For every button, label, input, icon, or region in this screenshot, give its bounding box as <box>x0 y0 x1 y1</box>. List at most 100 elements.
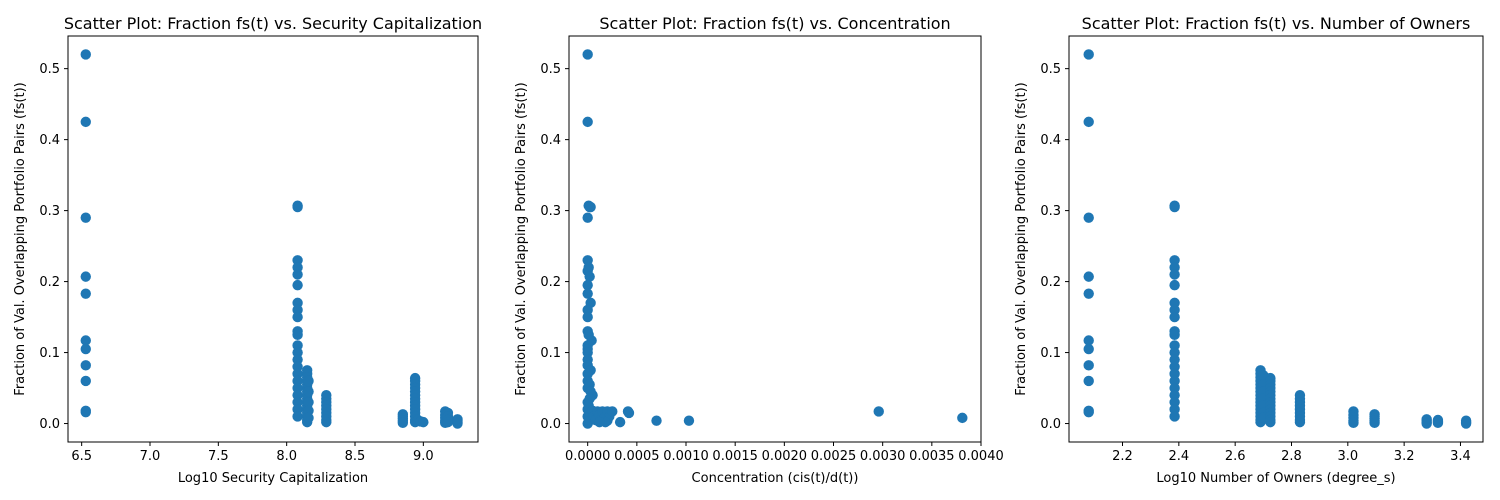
plot-frame <box>1068 35 1484 443</box>
y-tick-label: 0.4 <box>39 133 60 148</box>
data-point <box>594 416 605 428</box>
x-tick-label: 9.0 <box>413 449 434 464</box>
x-tick-label: 0.0030 <box>860 449 906 464</box>
plot-frame <box>67 35 479 443</box>
x-tick-label: 0.0005 <box>614 449 660 464</box>
x-tick-label: 0.0010 <box>663 449 709 464</box>
data-point <box>292 201 303 213</box>
y-tick-label: 0.0 <box>540 417 561 432</box>
x-tick-label: 0.0020 <box>762 449 808 464</box>
data-point <box>1421 418 1432 429</box>
data-point <box>80 288 91 299</box>
data-point <box>1432 417 1444 429</box>
x-tick-label: 3.0 <box>1337 449 1358 464</box>
scatter-panel-capitalization: Scatter Plot: Fraction fs(t) vs. Securit… <box>13 14 482 486</box>
plot-frame <box>568 35 982 443</box>
y-ticks: 0.0 0.1 0.2 0.3 0.4 0.5 <box>39 62 68 432</box>
data-point <box>303 412 314 424</box>
data-point <box>957 412 968 424</box>
y-tick-label: 0.5 <box>39 62 60 77</box>
data-point <box>80 343 91 355</box>
y-tick-label: 0.3 <box>39 204 60 219</box>
data-point <box>582 311 593 323</box>
x-tick-label: 2.8 <box>1281 449 1302 464</box>
data-point <box>1083 360 1094 371</box>
data-point <box>683 415 695 426</box>
data-point <box>582 116 593 128</box>
scatter-panel-owners: Scatter Plot: Fraction fs(t) vs. Number … <box>1014 14 1484 486</box>
y-tick-label: 0.4 <box>540 133 561 148</box>
x-tick-label: 2.6 <box>1225 449 1246 464</box>
data-point <box>607 406 618 417</box>
data-point <box>80 212 91 223</box>
x-tick-label: 7.5 <box>208 449 229 464</box>
data-point <box>80 271 91 282</box>
data-point <box>614 416 626 428</box>
data-points <box>582 49 968 429</box>
x-ticks: 6.5 7.0 7.5 8.0 8.5 9.0 <box>71 442 434 464</box>
data-point <box>582 279 593 291</box>
x-tick-label: 0.0025 <box>811 449 857 464</box>
x-ticks: 2.2 2.4 2.6 2.8 3.0 3.2 3.4 <box>1112 442 1471 464</box>
x-tick-label: 2.2 <box>1112 449 1133 464</box>
data-point <box>1083 406 1094 418</box>
y-tick-label: 0.2 <box>39 275 60 290</box>
data-point <box>442 416 454 428</box>
data-point <box>452 418 463 429</box>
data-point <box>1348 417 1359 429</box>
data-point <box>1083 335 1094 346</box>
data-point <box>1169 329 1180 341</box>
chart-title: Scatter Plot: Fraction fs(t) vs. Concent… <box>599 14 950 33</box>
x-tick-label: 0.0000 <box>565 449 611 464</box>
x-tick-label: 3.2 <box>1394 449 1415 464</box>
x-tick-label: 0.0035 <box>909 449 955 464</box>
y-tick-label: 0.5 <box>540 62 561 77</box>
data-point <box>303 386 314 397</box>
data-point <box>1169 411 1180 422</box>
y-axis-label: Fraction of Val. Overlapping Portfolio P… <box>1014 82 1029 395</box>
y-tick-label: 0.2 <box>1040 275 1061 290</box>
y-axis-label: Fraction of Val. Overlapping Portfolio P… <box>514 82 529 395</box>
data-point <box>651 415 662 426</box>
data-point <box>80 375 91 387</box>
x-tick-label: 7.0 <box>140 449 161 464</box>
data-point <box>582 212 593 223</box>
x-tick-label: 8.0 <box>276 449 297 464</box>
data-point <box>1265 416 1276 428</box>
data-point <box>80 360 91 371</box>
data-point <box>397 417 409 429</box>
x-tick-label: 2.4 <box>1168 449 1189 464</box>
chart-title: Scatter Plot: Fraction fs(t) vs. Securit… <box>64 14 482 33</box>
y-tick-label: 0.1 <box>39 346 60 361</box>
data-point <box>1294 416 1306 428</box>
data-points <box>1083 49 1472 429</box>
data-point <box>1169 269 1180 280</box>
chart-title: Scatter Plot: Fraction fs(t) vs. Number … <box>1082 14 1471 33</box>
y-tick-label: 0.1 <box>1040 346 1061 361</box>
y-tick-label: 0.3 <box>1040 204 1061 219</box>
data-point <box>1083 212 1094 223</box>
data-point <box>585 201 596 213</box>
y-ticks: 0.0 0.1 0.2 0.3 0.4 0.5 <box>540 62 569 432</box>
data-point <box>418 416 429 428</box>
y-tick-label: 0.0 <box>39 417 60 432</box>
y-ticks: 0.0 0.1 0.2 0.3 0.4 0.5 <box>1040 62 1069 432</box>
x-tick-label: 3.4 <box>1450 449 1471 464</box>
data-point <box>303 397 314 408</box>
data-point <box>1169 201 1180 213</box>
data-points <box>80 49 463 429</box>
y-axis-label: Fraction of Val. Overlapping Portfolio P… <box>13 82 28 395</box>
x-axis-label: Log10 Number of Owners (degree_s) <box>1156 471 1395 486</box>
y-tick-label: 0.5 <box>1040 62 1061 77</box>
y-tick-label: 0.3 <box>540 204 561 219</box>
data-point <box>623 407 635 419</box>
data-point <box>1083 288 1094 299</box>
data-point <box>582 49 593 60</box>
data-point <box>292 269 303 280</box>
x-tick-label: 0.0040 <box>958 449 1004 464</box>
x-tick-label: 6.5 <box>71 449 92 464</box>
data-point <box>584 271 595 282</box>
data-point <box>1169 311 1180 323</box>
data-point <box>321 416 332 428</box>
